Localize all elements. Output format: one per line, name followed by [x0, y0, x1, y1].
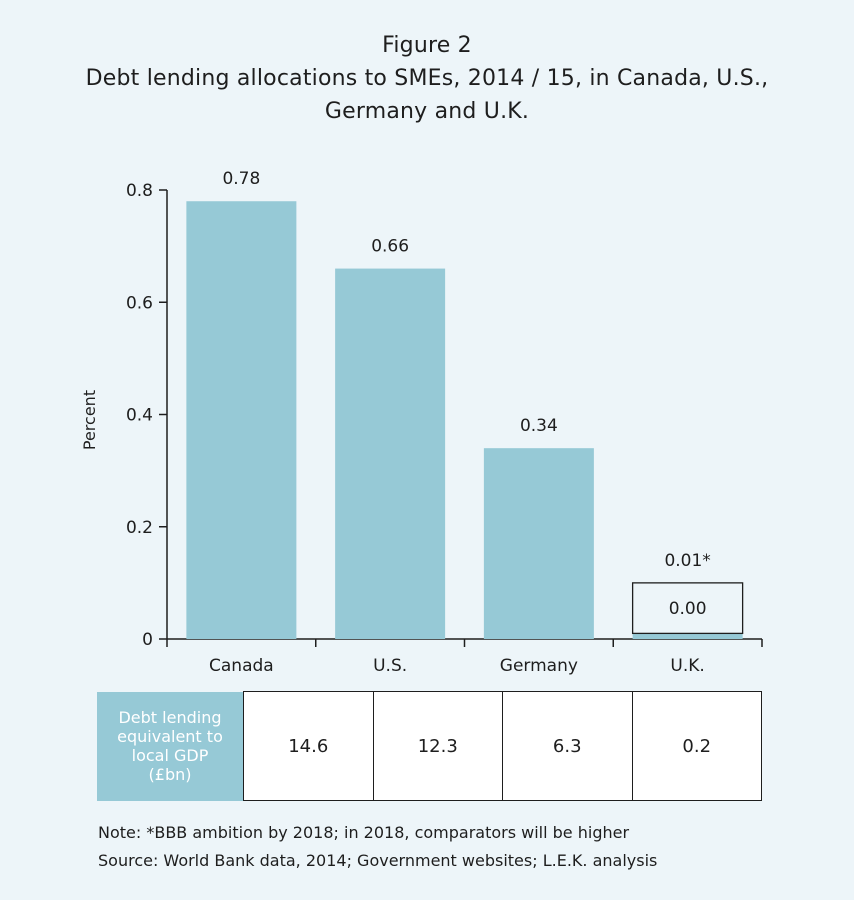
y-tick-label: 0.2 — [126, 518, 153, 538]
table-cell-us: 12.3 — [372, 691, 503, 801]
uk-ambition-label: 0.01* — [664, 551, 710, 571]
data-labels: 0.78 0.66 0.34 0.01* 0.00 — [222, 169, 744, 635]
chart-subtitle-line-2: Germany and U.K. — [324, 99, 530, 124]
bar-chart: 0 0.2 0.4 0.6 0.8 Percent Canada U.S. Germany U.… — [80, 169, 763, 676]
chart-source: Source: World Bank data, 2014; Governmen… — [98, 851, 658, 870]
bar-1 — [335, 268, 446, 639]
uk-ambition-box — [631, 582, 744, 635]
x-tick-label: U.K. — [670, 656, 704, 676]
y-tick-label: 0.8 — [126, 181, 153, 201]
y-axis-title: Percent — [80, 390, 99, 450]
data-label: 0.78 — [222, 169, 260, 189]
x-axis: Canada U.S. Germany U.K. — [166, 638, 763, 676]
gdp-equivalent-table: Debt lending equivalent to local GDP (£b… — [97, 691, 762, 801]
x-tick-label: U.S. — [373, 656, 407, 676]
x-tick-label: Canada — [209, 656, 274, 676]
y-axis: 0 0.2 0.4 0.6 0.8 Percent — [80, 181, 168, 650]
x-tick-label: Germany — [500, 656, 578, 676]
y-tick-label: 0 — [142, 630, 153, 650]
y-tick-label: 0.6 — [126, 293, 153, 313]
table-cell-canada: 14.6 — [243, 691, 374, 801]
bar-2 — [483, 448, 594, 639]
data-label: 0.66 — [371, 237, 409, 257]
bar-3 — [632, 633, 743, 639]
bars — [186, 201, 743, 639]
bar-0 — [186, 201, 297, 639]
table-row-label: Debt lending equivalent to local GDP (£b… — [97, 691, 244, 801]
data-label: 0.34 — [520, 416, 558, 436]
table-cell-germany: 6.3 — [502, 691, 633, 801]
chart-note: Note: *BBB ambition by 2018; in 2018, co… — [98, 823, 630, 842]
figure-title: Figure 2 — [382, 33, 472, 58]
data-label: 0.00 — [669, 599, 707, 619]
table-cell-uk: 0.2 — [631, 691, 762, 801]
table-row: Debt lending equivalent to local GDP (£b… — [97, 691, 762, 801]
chart-subtitle-line-1: Debt lending allocations to SMEs, 2014 /… — [85, 66, 769, 91]
y-tick-label: 0.4 — [126, 406, 153, 426]
